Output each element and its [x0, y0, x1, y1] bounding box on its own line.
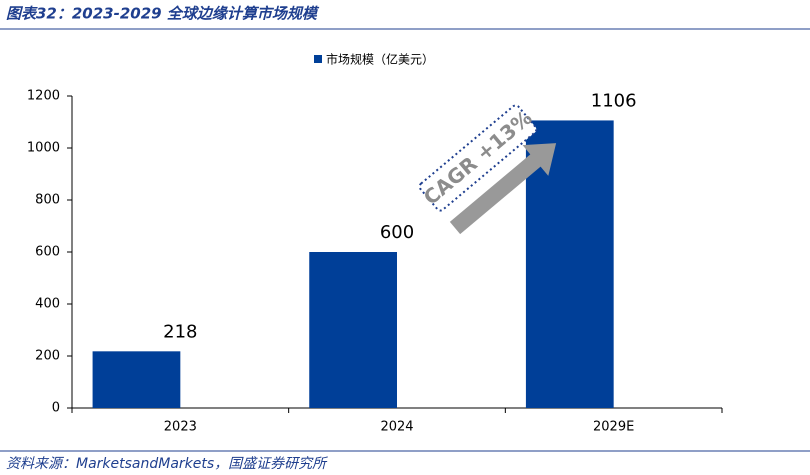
- y-tick-label: 600: [35, 245, 60, 260]
- x-tick-label: 2023: [164, 420, 197, 435]
- value-label: 218: [163, 321, 197, 342]
- y-tick-label: 1000: [27, 141, 60, 156]
- chart-title: 图表32：2023-2029 全球边缘计算市场规模: [6, 5, 320, 23]
- bar: [309, 252, 397, 408]
- value-label: 1106: [591, 90, 637, 111]
- y-tick-label: 800: [35, 193, 60, 208]
- y-tick-label: 1200: [27, 89, 60, 104]
- cagr-arrow: [449, 143, 557, 235]
- legend-swatch: [314, 55, 322, 63]
- y-tick-label: 200: [35, 349, 60, 364]
- bar: [525, 120, 614, 408]
- bar: [92, 351, 181, 408]
- arrow-shape: [449, 143, 557, 235]
- x-tick-label: 2029E: [593, 420, 634, 435]
- y-tick-label: 0: [52, 401, 60, 416]
- cagr-box: CAGR +13%: [418, 104, 538, 212]
- source: 资料来源：MarketsandMarkets，国盛证券研究所: [6, 456, 328, 472]
- value-label: 600: [380, 222, 414, 243]
- y-tick-label: 400: [35, 297, 60, 312]
- annotation: CAGR +13%: [419, 105, 537, 209]
- legend-label: 市场规模（亿美元）: [326, 52, 434, 67]
- x-tick-label: 2024: [380, 420, 413, 435]
